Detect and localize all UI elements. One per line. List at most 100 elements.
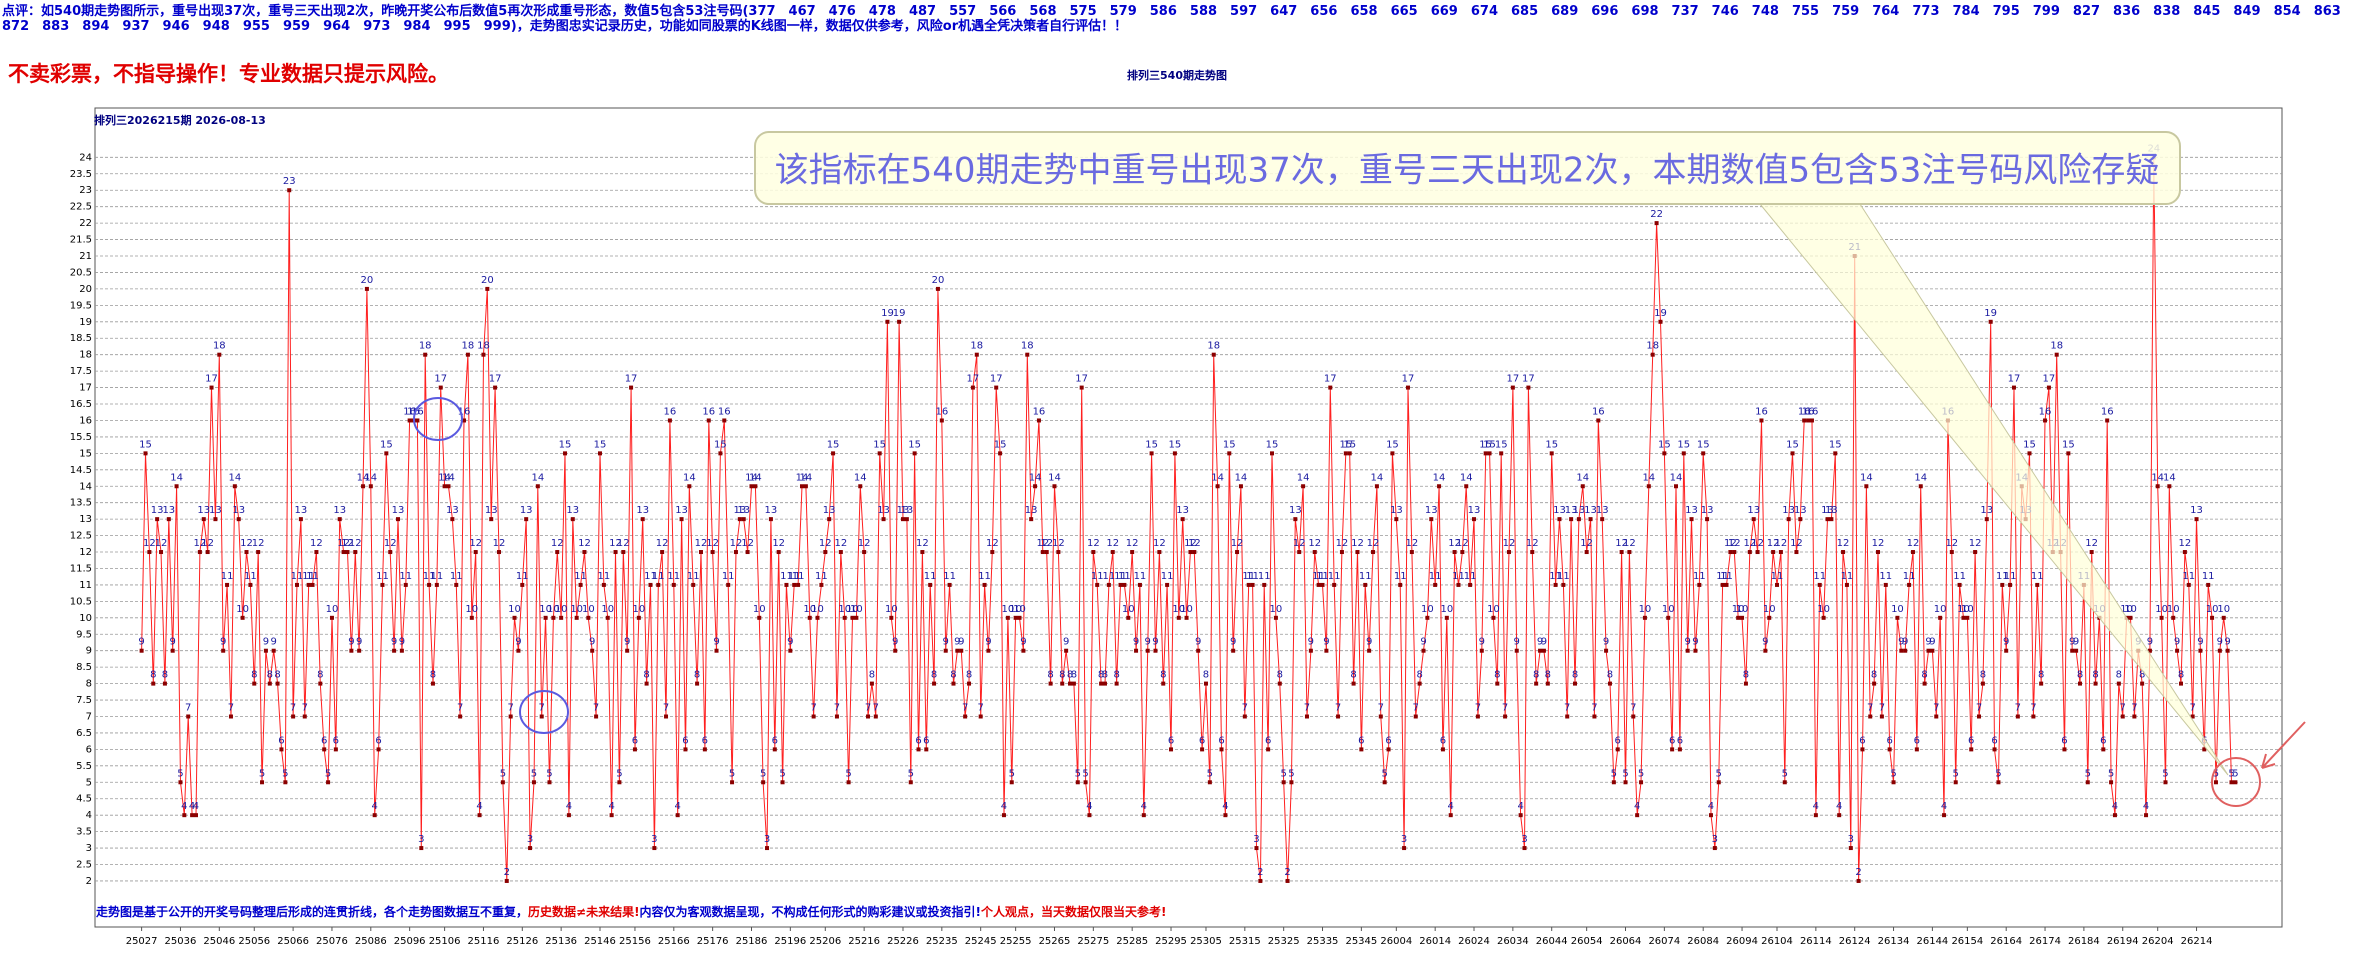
data-label: 6 bbox=[1677, 735, 1683, 746]
data-label: 8 bbox=[274, 670, 280, 681]
data-label: 11 bbox=[1953, 571, 1966, 582]
point bbox=[1219, 747, 1224, 752]
data-label: 9 bbox=[1145, 637, 1151, 648]
point bbox=[1899, 648, 1904, 653]
data-label: 7 bbox=[1378, 702, 1384, 713]
point bbox=[283, 780, 288, 785]
data-label: 17 bbox=[625, 374, 638, 385]
point bbox=[322, 747, 327, 752]
data-label: 10 bbox=[1957, 604, 1970, 615]
data-label: 3 bbox=[1848, 834, 1854, 845]
data-label: 8 bbox=[2077, 670, 2083, 681]
data-label: 7 bbox=[1867, 702, 1873, 713]
point bbox=[2210, 615, 2215, 620]
point bbox=[1328, 385, 1333, 390]
point bbox=[827, 517, 832, 522]
point bbox=[722, 418, 727, 423]
point bbox=[205, 550, 210, 555]
point bbox=[904, 517, 909, 522]
point bbox=[1977, 714, 1982, 719]
point bbox=[1083, 780, 1088, 785]
data-label: 10 bbox=[1270, 604, 1283, 615]
point bbox=[213, 517, 218, 522]
point bbox=[543, 615, 548, 620]
point bbox=[2062, 747, 2067, 752]
point bbox=[217, 352, 222, 357]
x-tick-label: 25275 bbox=[1077, 936, 1109, 947]
data-label: 11 bbox=[598, 571, 611, 582]
x-tick-label: 25086 bbox=[355, 936, 387, 947]
point bbox=[1437, 484, 1442, 489]
point bbox=[1879, 714, 1884, 719]
data-label: 12 bbox=[1615, 538, 1628, 549]
point bbox=[310, 582, 315, 587]
point bbox=[741, 517, 746, 522]
point bbox=[1809, 418, 1814, 423]
point bbox=[1277, 681, 1282, 686]
point bbox=[1530, 550, 1535, 555]
y-tick-label: 5.5 bbox=[76, 761, 92, 772]
data-label: 12 bbox=[1790, 538, 1803, 549]
point bbox=[916, 747, 921, 752]
data-label: 9 bbox=[1366, 637, 1372, 648]
data-label: 12 bbox=[1623, 538, 1636, 549]
data-label: 13 bbox=[197, 505, 210, 516]
chart-subtitle: 排列三2026215期 2026-08-13 bbox=[94, 113, 266, 127]
data-label: 4 bbox=[371, 801, 377, 812]
data-label: 19 bbox=[893, 308, 906, 319]
data-label: 8 bbox=[1921, 670, 1927, 681]
data-label: 11 bbox=[1879, 571, 1892, 582]
data-label: 13 bbox=[1584, 505, 1597, 516]
point bbox=[1872, 681, 1877, 686]
x-tick-label: 26174 bbox=[2029, 936, 2061, 947]
point bbox=[698, 550, 703, 555]
point bbox=[1126, 615, 1131, 620]
point bbox=[644, 681, 649, 686]
x-tick-label: 26014 bbox=[1419, 936, 1451, 947]
data-label: 12 bbox=[155, 538, 168, 549]
data-label: 15 bbox=[1677, 439, 1690, 450]
data-label: 10 bbox=[326, 604, 339, 615]
point bbox=[1631, 714, 1636, 719]
point bbox=[1821, 615, 1826, 620]
data-label: 13 bbox=[1176, 505, 1189, 516]
data-label: 10 bbox=[1763, 604, 1776, 615]
y-tick-label: 20.5 bbox=[70, 267, 92, 278]
data-label: 14 bbox=[2163, 472, 2176, 483]
point bbox=[1479, 648, 1484, 653]
data-label: 11 bbox=[306, 571, 319, 582]
data-label: 12 bbox=[1040, 538, 1053, 549]
data-label: 8 bbox=[1113, 670, 1119, 681]
data-label: 10 bbox=[1009, 604, 1022, 615]
point bbox=[570, 517, 575, 522]
data-label: 16 bbox=[1755, 406, 1768, 417]
point bbox=[1308, 648, 1313, 653]
point bbox=[1157, 550, 1162, 555]
data-label: 6 bbox=[321, 735, 327, 746]
point bbox=[967, 681, 972, 686]
point bbox=[1569, 517, 1574, 522]
data-label: 11 bbox=[1549, 571, 1562, 582]
point bbox=[1957, 582, 1962, 587]
data-label: 8 bbox=[931, 670, 937, 681]
point bbox=[893, 648, 898, 653]
data-label: 9 bbox=[1514, 637, 1520, 648]
point bbox=[547, 780, 552, 785]
footer-part: 内容仅为客观数据呈现，不构成任何形式的购彩建议或投资指引! bbox=[640, 904, 981, 919]
data-label: 9 bbox=[1898, 637, 1904, 648]
data-label: 8 bbox=[694, 670, 700, 681]
data-label: 12 bbox=[1872, 538, 1885, 549]
data-label: 13 bbox=[1425, 505, 1438, 516]
data-label: 8 bbox=[1743, 670, 1749, 681]
point bbox=[1685, 648, 1690, 653]
point bbox=[559, 615, 564, 620]
data-label: 12 bbox=[819, 538, 832, 549]
data-label: 16 bbox=[664, 406, 677, 417]
point bbox=[1048, 681, 1053, 686]
data-label: 14 bbox=[1860, 472, 1873, 483]
data-label: 9 bbox=[271, 637, 277, 648]
data-label: 12 bbox=[741, 538, 754, 549]
y-tick-label: 23.5 bbox=[70, 169, 92, 180]
point bbox=[1522, 846, 1527, 851]
point bbox=[1802, 418, 1807, 423]
